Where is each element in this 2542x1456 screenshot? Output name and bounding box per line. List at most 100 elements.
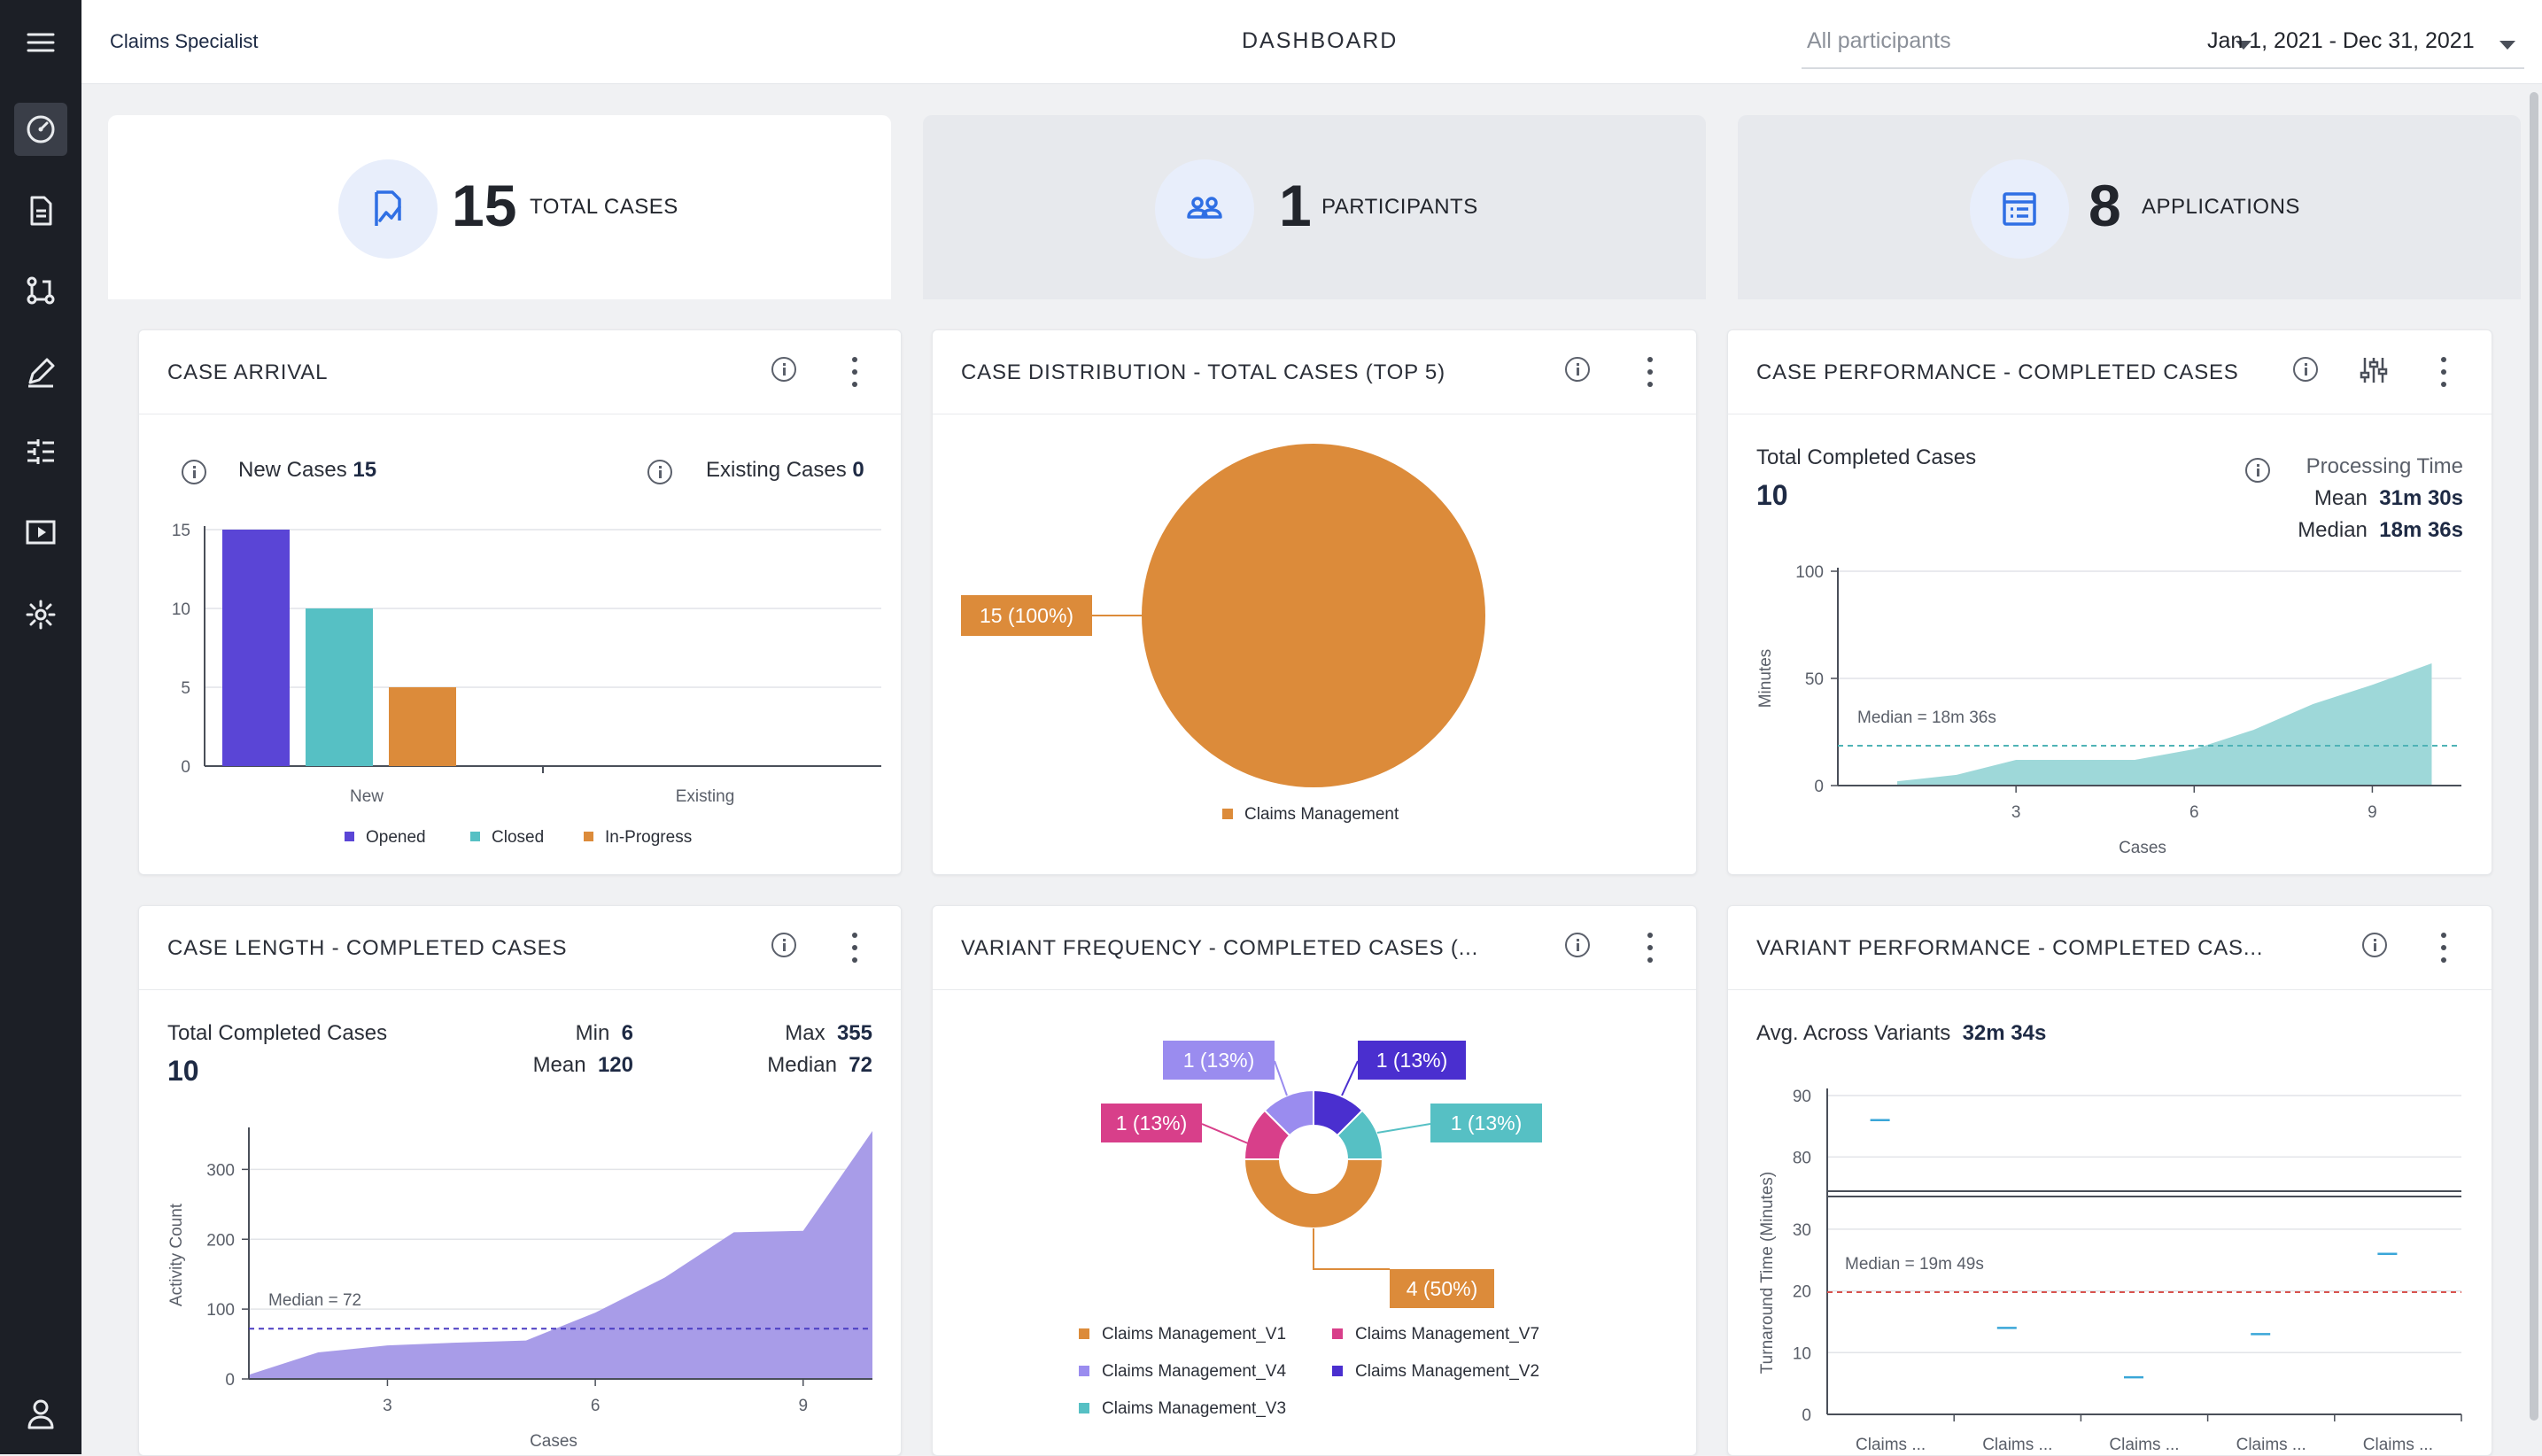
panel-title: VARIANT PERFORMANCE - COMPLETED CAS...: [1756, 936, 2264, 960]
legend-label: Claims Management_V3: [1102, 1399, 1286, 1418]
x-tick-label: Claims ...: [2109, 1436, 2179, 1452]
median-stat: Median 72: [767, 1053, 872, 1077]
donut-label-box: [1101, 1104, 1202, 1142]
x-tick-label: 6: [2189, 803, 2199, 822]
info-icon[interactable]: [2245, 458, 2270, 483]
x-tick-label: Claims ...: [1856, 1436, 1926, 1452]
processing-time-label: Processing Time: [2306, 454, 2463, 478]
participants-select-value: All participants: [1807, 28, 1951, 53]
participants-select[interactable]: All participants: [1802, 16, 2260, 69]
process-icon[interactable]: [14, 264, 67, 317]
y-tick-label: 50: [1805, 670, 1824, 689]
new-cases-stat: New Cases 15: [238, 458, 377, 482]
dashboard-icon[interactable]: [14, 103, 67, 156]
document-icon[interactable]: [14, 184, 67, 237]
page-scrollbar[interactable]: [2530, 92, 2538, 1421]
pie-slice: [1142, 444, 1485, 787]
median-label: Median = 72: [268, 1291, 361, 1310]
kpi-value: 15: [452, 173, 517, 238]
total-completed-value: 10: [167, 1055, 199, 1087]
kpi-participants[interactable]: 1 PARTICIPANTS: [923, 115, 1706, 299]
date-range-select[interactable]: Jan 1, 2021 - Dec 31, 2021: [2202, 16, 2524, 69]
legend-label: Claims Management_V2: [1355, 1362, 1539, 1381]
panel-title: VARIANT FREQUENCY - COMPLETED CASES (...: [961, 936, 1479, 960]
user-icon[interactable]: [14, 1387, 67, 1440]
more-icon[interactable]: [849, 357, 860, 387]
kpi-label: APPLICATIONS: [2142, 195, 2300, 219]
info-icon[interactable]: [771, 933, 796, 957]
donut-data-label: 1 (13%): [1451, 1111, 1523, 1135]
case-distribution-chart: 15 (100%) Claims Management: [961, 444, 1485, 824]
filter-settings-icon[interactable]: [2359, 355, 2389, 385]
pie-data-label: 15 (100%): [980, 604, 1073, 627]
min-stat: Min 6: [575, 1021, 633, 1045]
y-tick-label: 0: [1814, 778, 1824, 796]
x-tick-label: Claims ...: [2236, 1436, 2306, 1452]
app-title: Claims Specialist: [110, 30, 259, 52]
y-axis-title: Minutes: [1756, 649, 1775, 709]
list-icon[interactable]: [14, 425, 67, 478]
legend-swatch: [1079, 1328, 1089, 1339]
avg-variants-stat: Avg. Across Variants 32m 34s: [1756, 1021, 2047, 1045]
donut-leader-line: [1201, 1123, 1249, 1144]
more-icon[interactable]: [2438, 933, 2449, 963]
legend-label: Opened: [366, 828, 426, 847]
legend-swatch: [470, 832, 480, 841]
donut-data-label: 1 (13%): [1183, 1049, 1255, 1072]
total-completed-value: 10: [1756, 479, 1788, 511]
info-icon[interactable]: [182, 460, 206, 484]
info-icon[interactable]: [2362, 933, 2387, 957]
more-icon[interactable]: [2438, 357, 2449, 387]
panel-title: CASE PERFORMANCE - COMPLETED CASES: [1756, 360, 2239, 384]
kpi-label: TOTAL CASES: [530, 195, 678, 219]
edit-icon[interactable]: [14, 345, 67, 399]
kpi-value: 8: [2089, 173, 2121, 238]
cases-icon: [338, 159, 438, 259]
page-title: DASHBOARD: [1242, 28, 1399, 53]
donut-leader-line: [1341, 1060, 1359, 1096]
donut-label-box: [1390, 1269, 1494, 1308]
total-completed-label: Total Completed Cases: [167, 1021, 388, 1045]
sidebar: [0, 0, 81, 1454]
info-icon[interactable]: [647, 460, 672, 484]
panel-title: CASE DISTRIBUTION - TOTAL CASES (TOP 5): [961, 360, 1445, 384]
y-axis-title: Activity Count: [167, 1203, 186, 1306]
area-series: [1897, 663, 2432, 786]
x-tick-label: 3: [383, 1397, 392, 1415]
info-icon[interactable]: [1565, 933, 1590, 957]
more-icon[interactable]: [1645, 357, 1655, 387]
x-tick-label: Claims ...: [2363, 1436, 2433, 1452]
media-icon[interactable]: [14, 507, 67, 560]
menu-icon[interactable]: [14, 16, 67, 69]
x-tick-label: New: [350, 787, 384, 806]
x-axis-title: Cases: [530, 1432, 577, 1451]
settings-icon[interactable]: [14, 588, 67, 641]
legend-label: Claims Management: [1244, 805, 1399, 824]
legend-label: Claims Management_V7: [1355, 1325, 1539, 1344]
donut-label-box: [1163, 1041, 1275, 1080]
processing-median-stat: Median 18m 36s: [2298, 518, 2463, 542]
legend-swatch: [1079, 1366, 1089, 1376]
kpi-applications[interactable]: 8 APPLICATIONS: [1738, 115, 2521, 299]
legend-label: Closed: [492, 828, 544, 847]
case-arrival-chart: 0 5 10 15 New Existing Opened Closed In-Progress: [172, 522, 881, 847]
y-axis-title: Turnaround Time (Minutes): [1758, 1172, 1777, 1374]
donut-leader-line: [1376, 1123, 1431, 1134]
y-tick-label: 0: [181, 758, 190, 777]
info-icon[interactable]: [1565, 357, 1590, 382]
more-icon[interactable]: [1645, 933, 1655, 963]
info-icon[interactable]: [771, 357, 796, 382]
kpi-total-cases[interactable]: 15 TOTAL CASES: [108, 115, 891, 299]
chevron-down-icon: [2499, 41, 2515, 50]
median-label: Median = 19m 49s: [1845, 1255, 1984, 1274]
y-tick-label: 5: [181, 679, 190, 698]
donut-slice: [1243, 1158, 1384, 1229]
legend-swatch: [1332, 1328, 1343, 1339]
info-icon[interactable]: [2293, 357, 2318, 382]
y-tick-label: 0: [1802, 1406, 1811, 1425]
case-performance-chart: 0 50 100 3 6 9 Median = 18m 36s Cases Minutes: [1756, 563, 2461, 857]
y-tick-label: 0: [225, 1371, 235, 1390]
more-icon[interactable]: [849, 933, 860, 963]
users-icon: [1155, 159, 1254, 259]
x-tick-label: 3: [2011, 803, 2021, 822]
